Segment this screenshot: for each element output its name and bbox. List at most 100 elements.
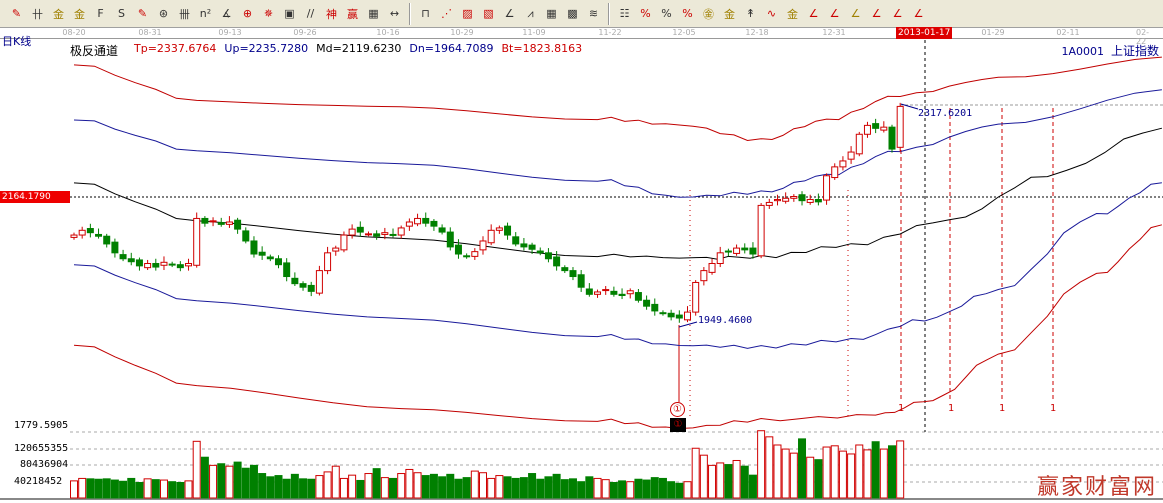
percent-icon[interactable]: %	[661, 7, 672, 20]
candle	[855, 133, 863, 155]
toolbar-separator	[608, 2, 610, 25]
volume-bar	[86, 478, 95, 499]
high-price-annotation: 2317.6201	[918, 108, 973, 119]
volume-bar	[650, 477, 659, 499]
gold-bar-icon[interactable]: 金	[787, 7, 798, 21]
gold-split-2-icon[interactable]: 金	[74, 7, 85, 21]
draw-pen-icon[interactable]: ✎	[11, 7, 22, 20]
candle	[733, 247, 741, 254]
volume-bar	[315, 475, 324, 499]
candle	[234, 219, 242, 230]
speed-line-icon[interactable]: ✎	[137, 7, 148, 20]
volume-bar	[618, 480, 627, 499]
candle	[692, 281, 700, 313]
fan-icon[interactable]: ⋰	[441, 7, 452, 20]
period-label[interactable]: 日K线	[2, 35, 32, 48]
volume-bar	[380, 477, 389, 499]
candle	[700, 270, 708, 282]
fib-line-icon[interactable]: F	[97, 7, 104, 20]
candle	[127, 258, 135, 263]
percent-lines-icon[interactable]: %	[682, 7, 693, 20]
gann-grid-icon[interactable]: ▦	[546, 7, 557, 20]
band-line-md	[73, 127, 1163, 260]
candle	[168, 263, 176, 266]
angle-j-icon[interactable]: ∠	[808, 7, 819, 20]
candle	[782, 197, 790, 202]
volume-bar	[863, 449, 872, 499]
volume-bar	[307, 478, 316, 499]
angle-divine-icon[interactable]: ∠	[871, 7, 882, 20]
candle	[340, 234, 348, 251]
volume-bar	[348, 474, 357, 499]
box-icon[interactable]: ⊓	[421, 7, 430, 20]
candle	[512, 236, 520, 245]
gold-lines-icon[interactable]: 金	[724, 7, 735, 21]
volume-bar	[249, 464, 258, 499]
list-icon[interactable]: ☷	[619, 7, 630, 20]
volume-bar	[781, 448, 790, 499]
band-line-dn	[73, 182, 1162, 349]
angle-4-icon[interactable]: ∠	[913, 7, 924, 20]
angle-win-icon[interactable]: ∠	[892, 7, 903, 20]
candle	[307, 284, 315, 292]
volume-bar	[192, 440, 201, 499]
volume-bar	[896, 440, 905, 499]
volume-bar	[225, 465, 234, 499]
volume-bar	[699, 454, 708, 499]
gold-circle-icon[interactable]: ㊎	[703, 7, 714, 21]
zigzag-icon[interactable]: ⩘	[527, 6, 534, 20]
radar-icon[interactable]: ✵	[263, 7, 274, 20]
fib-n2-icon[interactable]: n²	[199, 7, 212, 20]
candle	[814, 198, 822, 203]
angle-icon[interactable]: ∡	[221, 7, 232, 20]
circle-grid-icon[interactable]: ⊛	[158, 7, 169, 20]
candle	[185, 262, 193, 267]
indicator-name[interactable]: 极反通道	[70, 44, 119, 58]
spiral-icon[interactable]: S	[118, 7, 125, 20]
volume-bar	[282, 478, 291, 499]
wave-icon[interactable]: ∿	[766, 7, 777, 20]
candle	[602, 289, 610, 292]
bt-value: Bt=1823.8163	[501, 42, 583, 55]
candle	[438, 227, 446, 233]
win-icon[interactable]: 赢	[347, 7, 358, 21]
arrow-pen-icon[interactable]: ↟	[745, 7, 756, 20]
volume-bar	[716, 462, 725, 499]
price-axis-low: 1779.5905	[14, 420, 69, 431]
cycle-marker-box[interactable]: ①	[670, 418, 686, 432]
percent-fan-icon[interactable]: %	[640, 7, 651, 20]
ruler-icon[interactable]: ▦	[368, 7, 379, 20]
tp-value: Tp=2337.6764	[134, 42, 217, 55]
angle-f-icon[interactable]: ∠	[829, 7, 840, 20]
candle	[479, 240, 487, 251]
volume-bar	[241, 467, 250, 499]
volume-bar	[168, 481, 177, 499]
grid-fan-2-icon[interactable]: ▧	[483, 7, 494, 20]
candle	[414, 217, 422, 225]
gann-grid-2-icon[interactable]: ▩	[567, 7, 578, 20]
gold-split-icon[interactable]: 金	[53, 7, 64, 21]
target-icon[interactable]: ⊕	[242, 7, 253, 20]
measure-icon[interactable]: ↔	[389, 7, 400, 20]
candle	[160, 261, 168, 266]
period-lines-icon[interactable]: 卌	[179, 7, 190, 21]
candle	[201, 217, 209, 224]
volume-bar	[855, 444, 864, 499]
volume-bar	[658, 477, 667, 499]
divine-icon[interactable]: 神	[326, 7, 337, 21]
angle-line-icon[interactable]: ∠	[504, 7, 515, 20]
parallel-lines-icon[interactable]: 卄	[32, 7, 43, 21]
multi-line-icon[interactable]: ≋	[588, 7, 599, 20]
date-tick: 08-31	[138, 28, 162, 37]
candle	[78, 229, 86, 236]
volume-bar	[70, 480, 78, 499]
volume-bar	[757, 430, 766, 499]
angle-gold-icon[interactable]: ∠	[850, 7, 861, 20]
candle	[193, 217, 201, 266]
ray-icon[interactable]: //	[306, 7, 315, 20]
cycle-marker-circle[interactable]: ①	[670, 402, 685, 417]
square-grid-icon[interactable]: ▣	[284, 7, 295, 20]
grid-fan-icon[interactable]: ▨	[462, 7, 473, 20]
volume-tick-2: 80436904	[20, 459, 69, 470]
